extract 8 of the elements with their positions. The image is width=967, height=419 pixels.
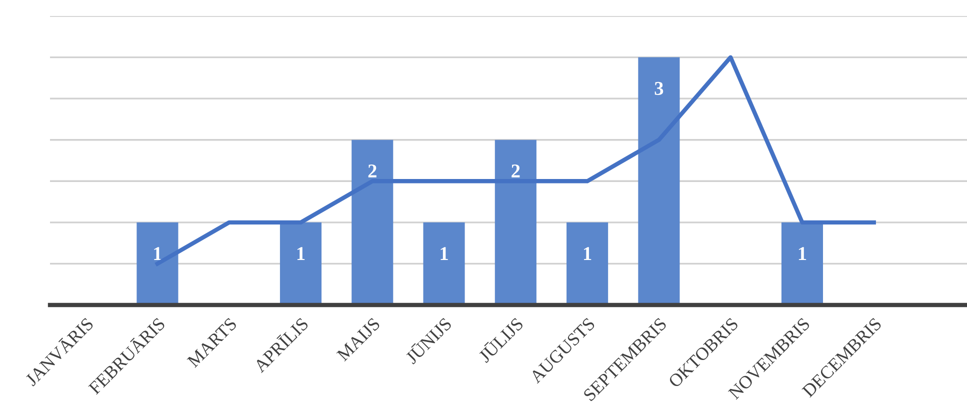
data-label: 3 — [654, 82, 664, 96]
data-label: 1 — [297, 247, 305, 260]
data-label: 1 — [440, 247, 448, 260]
data-label: 1 — [798, 247, 806, 260]
data-label: 1 — [584, 247, 592, 260]
data-label: 2 — [512, 164, 520, 178]
data-label: 1 — [154, 247, 162, 260]
data-label: 2 — [368, 164, 376, 178]
